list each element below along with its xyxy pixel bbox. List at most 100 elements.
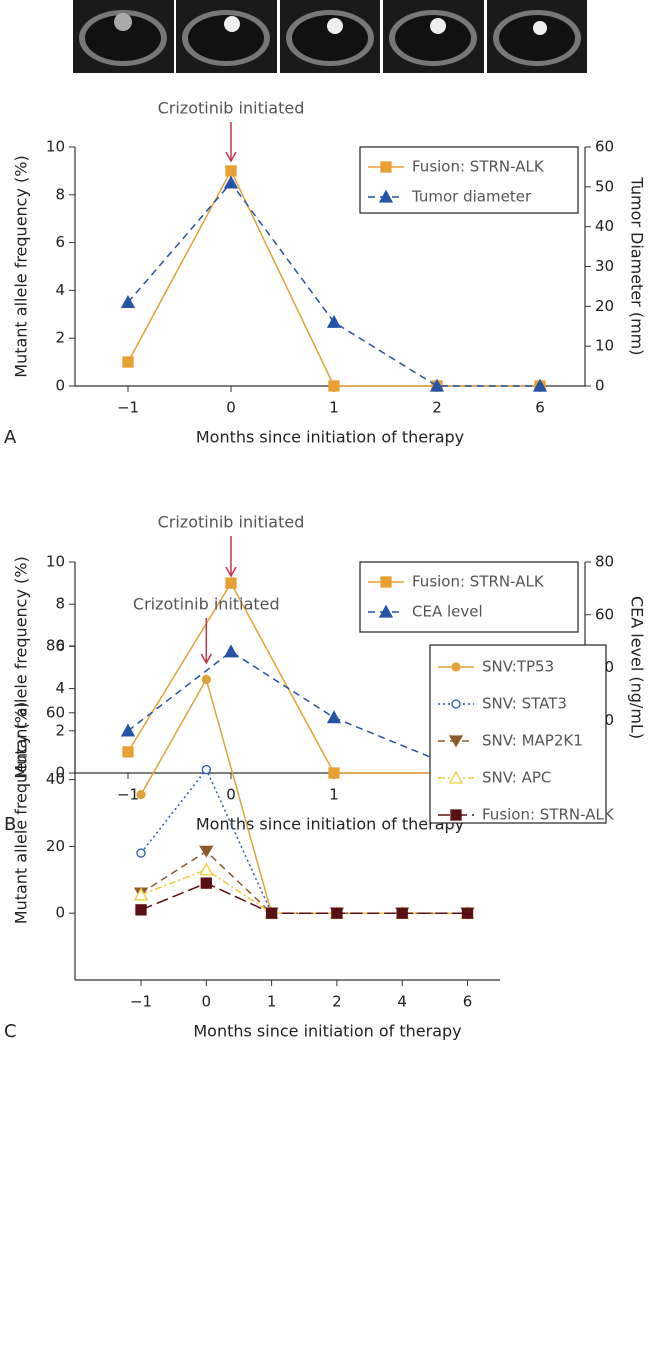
y2-tick-label: 10 [595,337,614,355]
y2-axis-label: Tumor Diameter (mm) [628,177,647,356]
y-tick-label: 6 [55,637,65,655]
y-axis-label: Mutant allele frequency (%) [12,702,31,924]
x-tick-label: 6 [535,399,545,417]
y-tick-label: 2 [55,721,65,739]
y-tick-label: 0 [55,764,65,782]
x-axis-label: Months since initiation of therapy [196,428,464,447]
marker [461,907,474,919]
marker [451,699,461,709]
x-tick-label: 2 [432,399,442,417]
x-axis-label: Months since initiation of therapy [196,815,464,834]
marker [396,907,408,919]
marker [429,378,445,392]
y-tick-label: 4 [55,679,65,697]
marker [200,877,212,889]
x-tick-label: 1 [329,786,339,804]
annotation-arrowhead [200,653,212,665]
y-tick-label: 0 [55,904,65,922]
marker [380,576,392,588]
y2-tick-label: 20 [595,297,614,315]
y2-tick-label: 80 [595,553,614,571]
legend-label: SNV:TP53 [482,658,554,676]
marker [136,848,146,858]
series-line [140,768,468,914]
panel-label: A [4,427,17,448]
marker [122,356,134,368]
x-tick-label: 6 [463,993,473,1011]
y-tick-label: 80 [46,637,65,655]
x-tick-label: 2 [332,993,342,1011]
y2-axis-label: CEA level (ng/mL) [628,596,647,739]
legend-box [359,146,579,214]
series-line [140,677,468,914]
x-tick-label: 0 [226,786,236,804]
marker [135,904,147,916]
marker [201,674,211,685]
legend-label: Fusion: STRN-ALK [412,573,545,591]
marker [199,862,214,876]
x-tick-label: −1 [117,786,139,804]
y-tick-label: 0 [55,377,65,395]
x-tick-label: 1 [267,993,277,1011]
marker [448,735,464,748]
y2-tick-label: 30 [595,257,614,275]
marker [448,770,464,784]
legend: Fusion: STRN-ALK CEA level [359,561,579,633]
y2-tick-label: 60 [595,138,614,156]
marker [331,907,343,919]
panel-label: B [4,814,16,835]
legend-box [359,561,579,633]
marker [450,809,462,821]
x-tick-label: 0 [226,399,236,417]
marker [122,746,134,758]
y2-tick-label: 50 [595,177,614,195]
marker [265,907,278,919]
annotation-arrowhead [225,151,237,163]
legend-label: SNV: MAP2K1 [482,732,583,750]
y-tick-label: 8 [55,185,65,203]
y-tick-label: 40 [46,770,65,788]
ct-images [73,0,587,73]
series-line [140,882,468,914]
marker [225,165,237,177]
annotation: Crizotinib initiated [158,99,305,118]
annotation: Crizotinib initiated [158,513,305,532]
marker [532,378,548,392]
y-tick-label: 8 [55,595,65,613]
x-tick-label: 4 [397,993,407,1011]
marker [223,644,239,658]
marker [378,189,394,203]
marker [133,887,149,901]
marker [201,764,211,775]
x-tick-label: 0 [202,993,212,1011]
legend-label: Fusion: STRN-ALK [482,806,615,824]
legend-label: Fusion: STRN-ALK [412,158,545,176]
y-tick-label: 4 [55,281,65,299]
marker [136,789,146,800]
annotation-arrowhead [225,566,237,578]
y2-tick-label: 0 [595,377,605,395]
marker [225,577,237,589]
y-tick-label: 20 [46,837,65,855]
legend: SNV:TP53 SNV: STAT3 SNV: MAP2K1 SNV: APC Fus… [429,644,615,824]
y2-tick-label: 40 [595,217,614,235]
legend-label: CEA level [412,603,483,621]
x-axis-label: Months since initiation of therapy [193,1022,461,1041]
y-tick-label: 2 [55,329,65,347]
legend-box [429,644,607,824]
marker [326,710,342,724]
series-line [140,868,468,914]
x-tick-label: −1 [117,399,139,417]
marker [328,380,340,392]
series-line [140,850,468,914]
y-tick-label: 10 [46,138,65,156]
panel-label: C [4,1021,17,1042]
series-line [127,181,540,387]
y-axis-label: Mutant allele frequency (%) [12,155,31,377]
y-tick-label: 10 [46,553,65,571]
legend-label: SNV: APC [482,769,551,787]
